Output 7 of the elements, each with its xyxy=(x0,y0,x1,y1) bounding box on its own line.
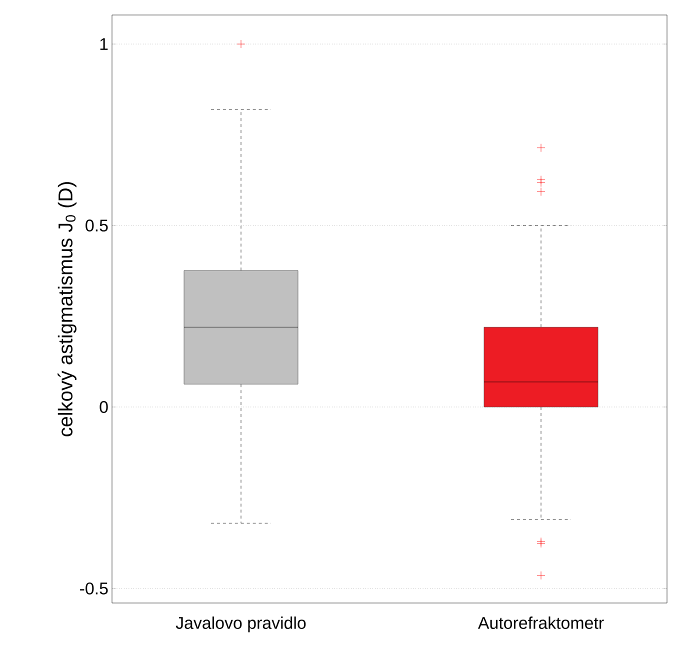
x-tick-label: Autorefraktometr xyxy=(478,616,604,629)
y-tick-label: -0.5 xyxy=(80,582,108,594)
y-tick-label: 0 xyxy=(100,401,108,413)
y-axis-title: celkový astigmatismus J$_{0}$ (D) xyxy=(58,182,76,436)
y-tick-label: 0.5 xyxy=(86,220,108,232)
y-tick-label: 1 xyxy=(100,38,108,50)
x-tick-label: Javalovo pravidlo xyxy=(176,616,306,632)
